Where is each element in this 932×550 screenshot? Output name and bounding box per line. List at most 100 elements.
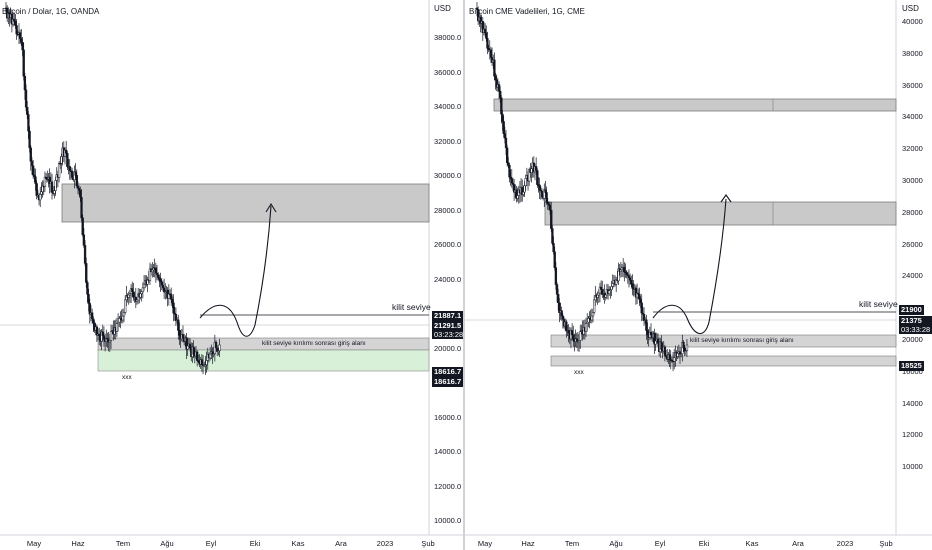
candle-body (181, 334, 185, 339)
candle-body (54, 180, 57, 191)
candle-body (88, 303, 91, 315)
candle-body (172, 302, 175, 314)
candle-body (628, 277, 632, 281)
candle-body (196, 351, 199, 361)
candle-body (132, 291, 135, 298)
candle-body (590, 315, 593, 321)
candle-body (596, 294, 599, 298)
y-tick-label: 34000.0 (434, 102, 462, 111)
left-chart-pane[interactable]: Bitcoin / Dolar, 1G, OANDA USD 38000.0 36… (0, 0, 463, 550)
left-chart-title[interactable]: Bitcoin / Dolar, 1G, OANDA (2, 7, 100, 16)
candle-body (60, 156, 63, 164)
candle-body (118, 318, 121, 323)
x-tick-label: Kas (745, 539, 759, 548)
candle-body (608, 290, 611, 294)
candle-body (79, 190, 82, 198)
right-chart-pane[interactable]: Bitcoin CME Vadelileri, 1G, CME USD 4000… (465, 0, 932, 550)
candle-body (85, 263, 88, 283)
candle-body (540, 190, 544, 197)
candle-body (28, 130, 31, 149)
candle-body (40, 191, 43, 195)
candle-body (30, 160, 34, 167)
left-last-price: 21291.5 (434, 321, 462, 330)
candle-body (78, 187, 81, 191)
candle-body (483, 28, 487, 34)
x-tick-label: Ara (792, 539, 804, 548)
candle-body (682, 341, 685, 349)
candle-body (90, 312, 94, 320)
y-tick-label: 32000.0 (434, 136, 462, 146)
candle-body (151, 269, 154, 272)
y-tick-label: 26000 (902, 239, 923, 249)
candle-body (623, 266, 626, 273)
x-tick-label: Ara (335, 539, 347, 548)
candle-body (142, 284, 146, 289)
y-tick-label: 28000 (902, 207, 923, 217)
candle-body (685, 344, 689, 351)
candle-body (170, 293, 173, 300)
left-price-chart[interactable] (0, 0, 463, 550)
candle-body (536, 170, 539, 185)
x-tick-label: Haz (71, 539, 85, 548)
candle-body (124, 299, 127, 313)
candle-body (565, 321, 568, 332)
right-resistance-zone[interactable] (544, 201, 897, 226)
candle-body (493, 59, 496, 77)
right-upper-zone[interactable] (493, 98, 897, 112)
candle-body (15, 25, 18, 35)
candle-body (503, 133, 506, 139)
x-tick-label: Eyl (205, 539, 217, 548)
candle-body (140, 291, 143, 294)
left-candles (4, 2, 221, 376)
candle-body (157, 274, 160, 278)
candle-body (82, 234, 86, 246)
candle-body (23, 75, 27, 91)
candle-body (649, 332, 653, 336)
right-arrow-head-icon (720, 194, 732, 203)
candle-body (630, 279, 633, 284)
candle-body (611, 283, 614, 287)
x-tick-label: Tem (115, 539, 131, 548)
y-tick-label: 34000 (902, 112, 923, 122)
x-tick-label: May (477, 539, 493, 548)
y-tick-label: 28000.0 (434, 205, 462, 215)
right-candles (475, 2, 689, 372)
right-support-zone[interactable] (550, 355, 897, 367)
right-countdown: 03:33:28 (901, 325, 931, 334)
candle-body (81, 217, 84, 236)
candle-body (640, 302, 643, 314)
pane-divider[interactable] (463, 0, 465, 550)
candle-body (499, 90, 502, 99)
candle-body (20, 38, 23, 43)
right-low-tag: 18525 (899, 361, 924, 371)
left-resistance-zone[interactable] (61, 183, 430, 223)
x-tick-label: Eki (249, 539, 261, 548)
candle-body (205, 360, 208, 366)
candle-body (570, 330, 574, 336)
candle-body (516, 195, 519, 199)
y-tick-label: 10000 (902, 462, 923, 472)
right-entry-zone-label: kilit seviye kırılımı sonrası giriş alan… (690, 337, 794, 344)
candle-body (567, 330, 570, 334)
candle-body (87, 294, 90, 304)
candle-body (33, 174, 36, 177)
candle-body (551, 228, 554, 244)
candle-body (646, 330, 649, 335)
candle-body (22, 49, 25, 77)
right-entry-zone[interactable] (550, 334, 897, 348)
candle-body (673, 357, 676, 362)
left-support-zone[interactable] (97, 349, 430, 372)
candle-body (619, 269, 622, 272)
candle-body (127, 294, 130, 298)
candle-body (31, 165, 35, 176)
candle-body (102, 335, 106, 340)
candle-body (523, 185, 526, 193)
right-price-chart[interactable] (465, 0, 932, 550)
y-tick-label: 14000.0 (434, 447, 462, 456)
candle-body (158, 277, 161, 280)
x-tick-label: May (26, 539, 42, 548)
y-tick-label: 38000.0 (434, 33, 462, 42)
candle-body (524, 178, 527, 186)
right-chart-title[interactable]: Bitcoin CME Vadelileri, 1G, CME (469, 7, 585, 16)
x-tick-label: Ağu (160, 539, 174, 548)
